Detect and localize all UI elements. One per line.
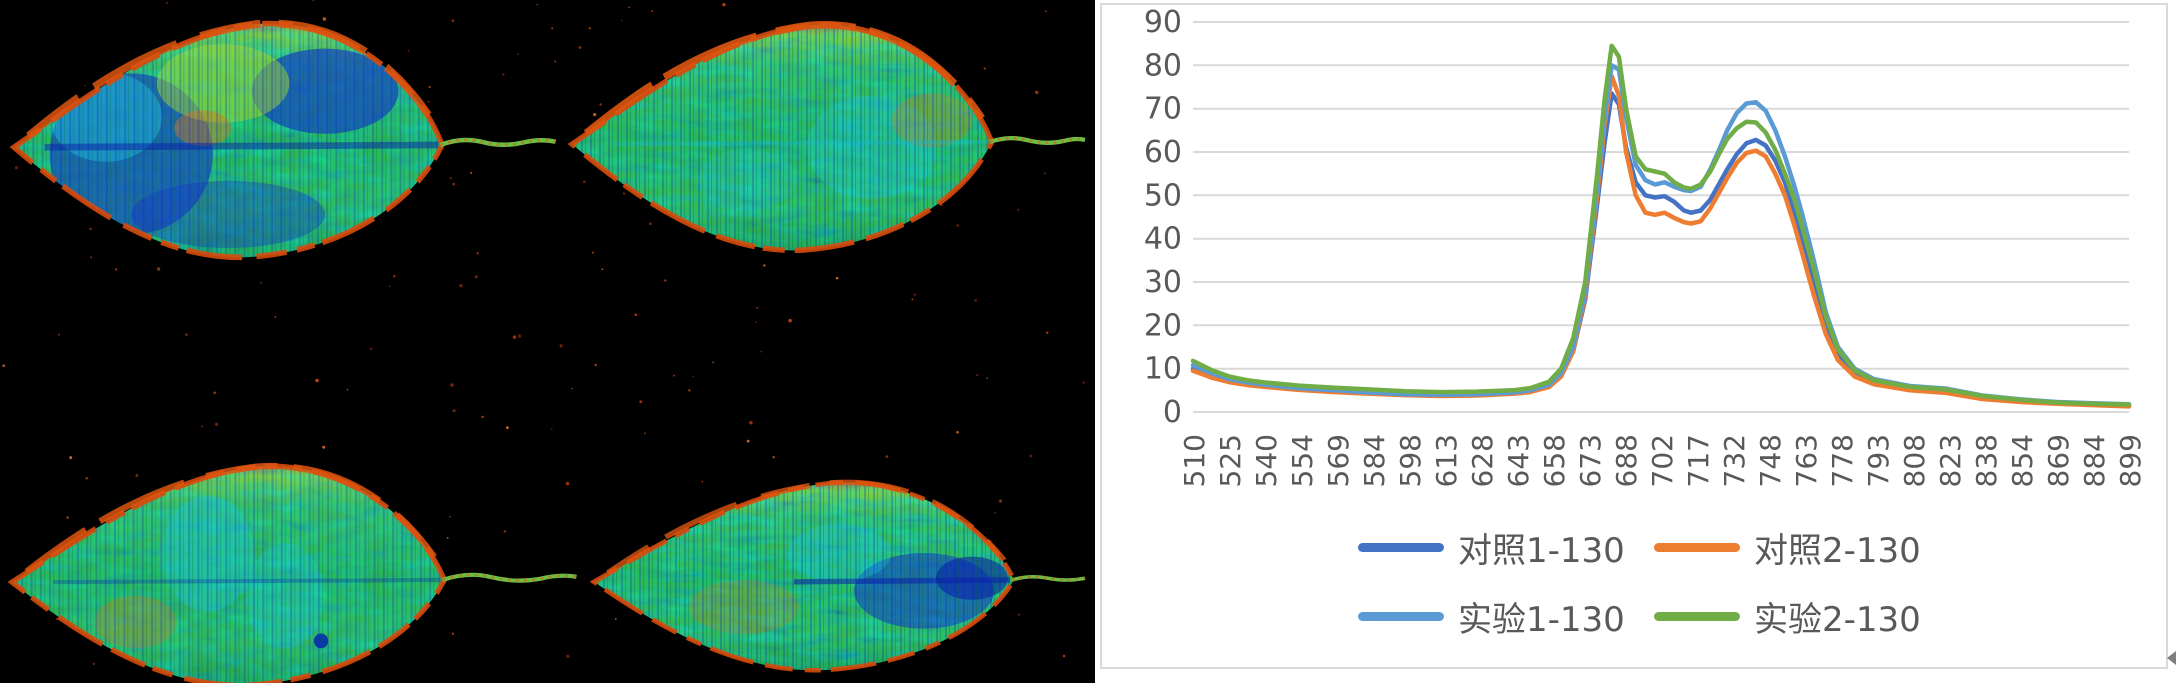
svg-text:569: 569: [1322, 434, 1355, 487]
svg-text:80: 80: [1144, 48, 1182, 83]
leaf-image-bottom-right: [589, 479, 1086, 673]
svg-text:702: 702: [1646, 434, 1679, 487]
legend-label: 实验1-130: [1458, 600, 1625, 640]
leaf-fluorescence-image-panel: [0, 0, 1095, 687]
legend-swatch: [1358, 612, 1444, 621]
svg-text:628: 628: [1466, 434, 1499, 487]
svg-text:598: 598: [1394, 434, 1427, 487]
spectra-chart-panel: 0 10 20 30 40 50 60 70 80 90 510 525 540 554 569 584 598…: [1100, 3, 2168, 669]
svg-text:613: 613: [1430, 434, 1463, 487]
legend-row: 对照1-130 对照2-130: [1358, 523, 1921, 572]
svg-text:658: 658: [1538, 434, 1571, 487]
svg-text:643: 643: [1502, 434, 1535, 487]
svg-text:884: 884: [2078, 434, 2111, 487]
svg-text:90: 90: [1144, 5, 1182, 40]
chart-legend: 对照1-130 对照2-130 实验1-130 实验2-130: [1102, 523, 2166, 641]
svg-text:854: 854: [2006, 434, 2039, 487]
svg-text:540: 540: [1250, 434, 1283, 487]
svg-text:838: 838: [1970, 434, 2003, 487]
svg-text:60: 60: [1144, 135, 1182, 170]
leaf-midrib: [793, 577, 1011, 585]
svg-text:823: 823: [1934, 434, 1967, 487]
leaf-images-canvas: [0, 0, 1095, 687]
leaf-midrib: [611, 139, 989, 147]
series-line-0: [1190, 91, 2132, 408]
svg-text:748: 748: [1754, 434, 1787, 487]
series-line-3: [1190, 43, 2132, 407]
spectra-chart: 0 10 20 30 40 50 60 70 80 90 510 525 540 554 569 584 598…: [1144, 5, 2147, 487]
svg-text:763: 763: [1790, 434, 1823, 487]
legend-item: 对照2-130: [1654, 523, 1921, 572]
legend-row: 实验1-130 实验2-130: [1358, 592, 1921, 641]
svg-text:808: 808: [1898, 434, 1931, 487]
svg-text:510: 510: [1178, 434, 1211, 487]
svg-text:0: 0: [1163, 395, 1182, 430]
leaf-midrib: [44, 141, 439, 151]
legend-swatch: [1654, 543, 1740, 552]
svg-text:40: 40: [1144, 222, 1182, 257]
svg-text:899: 899: [2114, 434, 2147, 487]
y-axis-labels: 0 10 20 30 40 50 60 70 80 90: [1144, 5, 1182, 430]
svg-text:673: 673: [1574, 434, 1607, 487]
svg-text:10: 10: [1144, 352, 1182, 387]
collapse-arrow-icon[interactable]: [2167, 651, 2176, 665]
leaf-midrib: [53, 577, 441, 585]
series-line-1: [1190, 73, 2132, 409]
legend-item: 实验1-130: [1358, 592, 1625, 641]
svg-text:50: 50: [1144, 178, 1182, 213]
svg-text:778: 778: [1826, 434, 1859, 487]
svg-text:732: 732: [1718, 434, 1751, 487]
svg-text:717: 717: [1682, 434, 1715, 487]
svg-text:584: 584: [1358, 434, 1391, 487]
series-line-2: [1190, 63, 2132, 407]
legend-label: 实验2-130: [1754, 600, 1921, 640]
gridlines: [1193, 21, 2129, 413]
svg-text:554: 554: [1286, 434, 1319, 487]
legend-swatch: [1654, 612, 1740, 621]
svg-text:30: 30: [1144, 265, 1182, 300]
legend-label: 对照1-130: [1458, 531, 1625, 571]
legend-label: 对照2-130: [1754, 531, 1921, 571]
svg-text:688: 688: [1610, 434, 1643, 487]
svg-text:70: 70: [1144, 92, 1182, 127]
legend-item: 对照1-130: [1358, 523, 1625, 572]
legend-swatch: [1358, 543, 1444, 552]
svg-text:869: 869: [2042, 434, 2075, 487]
svg-text:525: 525: [1214, 434, 1247, 487]
svg-text:20: 20: [1144, 308, 1182, 343]
svg-text:793: 793: [1862, 434, 1895, 487]
legend-item: 实验2-130: [1654, 592, 1921, 641]
x-axis-labels: 510 525 540 554 569 584 598 613 628 643 658 673 688 7…: [1178, 434, 2147, 487]
